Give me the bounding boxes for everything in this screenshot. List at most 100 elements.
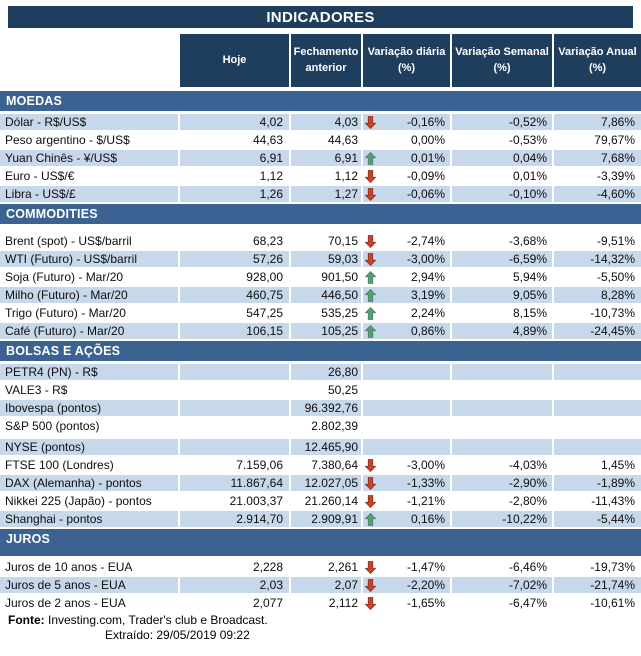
variacao-semanal-value xyxy=(452,439,552,455)
variacao-diaria-cell xyxy=(363,382,450,398)
fechamento-anterior-value: 7.380,64 xyxy=(291,457,361,473)
arrow-down-icon xyxy=(365,476,377,490)
variacao-anual-value: 7,68% xyxy=(554,150,641,166)
variacao-anual-value: -5,50% xyxy=(554,269,641,285)
page-title: INDICADORES xyxy=(8,6,633,28)
variacao-diaria-cell: -0,09% xyxy=(363,168,450,184)
variacao-semanal-value: -2,90% xyxy=(452,475,552,491)
hoje-value: 2,077 xyxy=(180,595,289,611)
variacao-diaria-cell: -2,20% xyxy=(363,577,450,593)
variacao-semanal-value: 9,05% xyxy=(452,287,552,303)
extracted-timestamp: Extraído: 29/05/2019 09:22 xyxy=(105,628,250,642)
table-row: Peso argentino - $/US$ 44,63 44,63 0,00% -0,… xyxy=(0,132,641,148)
variacao-diaria-value: 0,01% xyxy=(410,151,445,165)
arrow-down-icon xyxy=(365,458,377,472)
row-label: Juros de 10 anos - EUA xyxy=(0,559,178,575)
fechamento-anterior-value: 1,12 xyxy=(291,168,361,184)
footer: Fonte: Investing.com, Trader's club e Br… xyxy=(0,613,641,643)
variacao-diaria-cell: 0,01% xyxy=(363,150,450,166)
variacao-diaria-cell: 2,24% xyxy=(363,305,450,321)
section-header-moedas: MOEDAS xyxy=(0,91,641,111)
table-row: VALE3 - R$ 50,25 xyxy=(0,382,641,398)
column-header-hoje: Hoje xyxy=(180,34,289,87)
hoje-value: 4,02 xyxy=(180,114,289,130)
row-label: Juros de 2 anos - EUA xyxy=(0,595,178,611)
variacao-diaria-value: -1,21% xyxy=(406,494,445,508)
variacao-diaria-value: -0,16% xyxy=(406,115,445,129)
variacao-anual-value: -10,73% xyxy=(554,305,641,321)
variacao-semanal-value: -6,46% xyxy=(452,559,552,575)
table-row: Trigo (Futuro) - Mar/20 547,25 535,25 2,24%… xyxy=(0,305,641,321)
fechamento-anterior-value: 12.027,05 xyxy=(291,475,361,491)
fechamento-anterior-value: 2.802,39 xyxy=(291,418,361,434)
fechamento-anterior-value: 26,80 xyxy=(291,364,361,380)
fechamento-anterior-value: 1,27 xyxy=(291,186,361,202)
row-label: PETR4 (PN) - R$ xyxy=(0,364,178,380)
table-header: Hoje Fechamento anterior Variação diária… xyxy=(0,34,641,87)
hoje-value: 6,91 xyxy=(180,150,289,166)
table-row: Ibovespa (pontos) 96.392,76 xyxy=(0,400,641,416)
fechamento-anterior-value: 535,25 xyxy=(291,305,361,321)
arrow-down-icon xyxy=(365,494,377,508)
row-label: NYSE (pontos) xyxy=(0,439,178,455)
variacao-semanal-value xyxy=(452,418,552,434)
variacao-semanal-value: -0,10% xyxy=(452,186,552,202)
variacao-anual-value: 8,28% xyxy=(554,287,641,303)
row-label: Ibovespa (pontos) xyxy=(0,400,178,416)
row-label: Juros de 5 anos - EUA xyxy=(0,577,178,593)
hoje-value xyxy=(180,439,289,455)
row-label: Euro - US$/€ xyxy=(0,168,178,184)
variacao-diaria-cell: 0,00% xyxy=(363,132,450,148)
variacao-semanal-value: -2,80% xyxy=(452,493,552,509)
fechamento-anterior-value: 446,50 xyxy=(291,287,361,303)
variacao-diaria-value: 3,19% xyxy=(410,288,445,302)
fechamento-anterior-value: 901,50 xyxy=(291,269,361,285)
variacao-anual-value xyxy=(554,364,641,380)
variacao-diaria-cell: 2,94% xyxy=(363,269,450,285)
row-label: VALE3 - R$ xyxy=(0,382,178,398)
no-arrow-icon xyxy=(365,420,377,433)
variacao-anual-value xyxy=(554,400,641,416)
hoje-value xyxy=(180,418,289,434)
variacao-anual-value: -21,74% xyxy=(554,577,641,593)
table-row: Juros de 2 anos - EUA 2,077 2,112 -1,65% -6,… xyxy=(0,595,641,611)
header-label-spacer xyxy=(0,34,178,87)
variacao-diaria-value: -1,47% xyxy=(406,560,445,574)
variacao-semanal-value: 4,89% xyxy=(452,323,552,339)
variacao-semanal-value: 8,15% xyxy=(452,305,552,321)
no-arrow-icon xyxy=(365,366,377,379)
arrow-up-icon xyxy=(365,324,377,338)
row-label: Shanghai - pontos xyxy=(0,511,178,527)
arrow-down-icon xyxy=(365,187,377,201)
table-body: MOEDAS Dólar - R$/US$ 4,02 4,03 -0,16% -0,52%… xyxy=(0,91,641,611)
variacao-diaria-cell xyxy=(363,439,450,455)
variacao-semanal-value: -0,52% xyxy=(452,114,552,130)
row-label: Trigo (Futuro) - Mar/20 xyxy=(0,305,178,321)
variacao-anual-value: -1,89% xyxy=(554,475,641,491)
arrow-up-icon xyxy=(365,151,377,165)
hoje-value: 11.867,64 xyxy=(180,475,289,491)
table-row: Yuan Chinês - ¥/US$ 6,91 6,91 0,01% 0,04% 7,6… xyxy=(0,150,641,166)
variacao-diaria-value: -1,33% xyxy=(406,476,445,490)
hoje-value: 1,26 xyxy=(180,186,289,202)
fechamento-anterior-value: 21.260,14 xyxy=(291,493,361,509)
row-label: Peso argentino - $/US$ xyxy=(0,132,178,148)
table-row: Juros de 10 anos - EUA 2,228 2,261 -1,47% -6… xyxy=(0,559,641,575)
column-header-fechamento-anterior: Fechamento anterior xyxy=(291,34,361,87)
variacao-anual-value: -14,32% xyxy=(554,251,641,267)
fechamento-anterior-value: 96.392,76 xyxy=(291,400,361,416)
variacao-diaria-value: 0,16% xyxy=(410,512,445,526)
fechamento-anterior-value: 2.909,91 xyxy=(291,511,361,527)
variacao-diaria-cell xyxy=(363,364,450,380)
hoje-value: 106,15 xyxy=(180,323,289,339)
no-arrow-icon xyxy=(365,384,377,397)
column-header-variacao-anual: Variação Anual (%) xyxy=(554,34,641,87)
hoje-value xyxy=(180,382,289,398)
variacao-anual-value: -24,45% xyxy=(554,323,641,339)
section-header-juros: JUROS xyxy=(0,529,641,556)
table-row: Milho (Futuro) - Mar/20 460,75 446,50 3,19%… xyxy=(0,287,641,303)
fechamento-anterior-value: 59,03 xyxy=(291,251,361,267)
arrow-up-icon xyxy=(365,288,377,302)
hoje-value: 68,23 xyxy=(180,233,289,249)
variacao-diaria-value: -0,09% xyxy=(406,169,445,183)
